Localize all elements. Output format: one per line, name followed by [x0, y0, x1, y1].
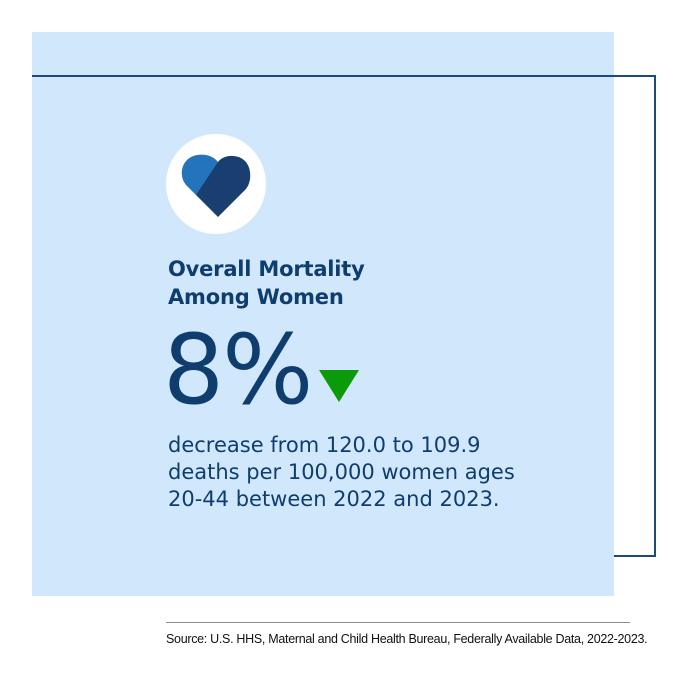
- stat-title: Overall Mortality Among Women: [168, 255, 365, 311]
- stat-title-line-1: Overall Mortality: [168, 257, 365, 281]
- frame-line-top: [32, 75, 656, 77]
- stat-value: 8%: [163, 314, 313, 426]
- stat-value-row: 8%: [163, 314, 360, 426]
- frame-line-right: [654, 75, 656, 557]
- icon-badge: [166, 134, 266, 234]
- source-citation: Source: U.S. HHS, Maternal and Child Hea…: [166, 632, 648, 646]
- stat-card-background: [32, 32, 614, 596]
- footer-divider: [166, 622, 630, 623]
- frame-line-bottom: [614, 555, 656, 557]
- stat-description: decrease from 120.0 to 109.9 deaths per …: [168, 433, 515, 511]
- down-triangle-icon: [319, 370, 360, 402]
- stat-title-line-2: Among Women: [168, 285, 344, 309]
